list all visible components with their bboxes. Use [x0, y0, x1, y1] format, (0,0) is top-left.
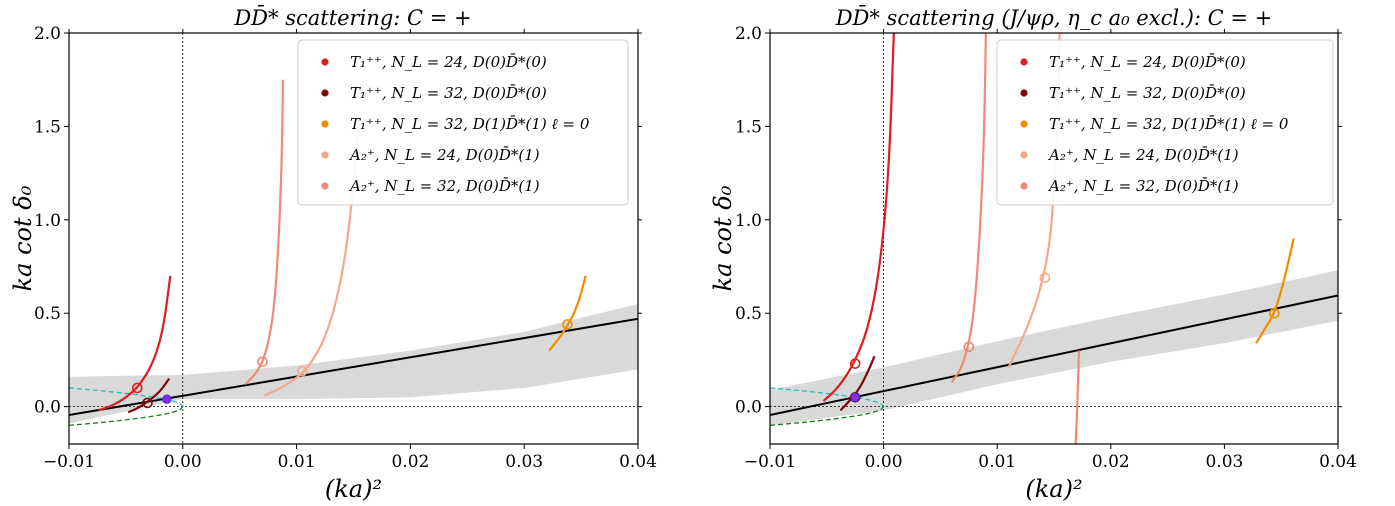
- series-curve-3: [264, 126, 360, 397]
- y-tick-label: 0.5: [34, 304, 61, 324]
- legend-entry-4: A₂⁺, N_L = 32, D(0)D̄*(1): [1047, 177, 1239, 195]
- threshold-curve-lower: [770, 406, 885, 426]
- x-tick-label: 0.03: [1205, 452, 1243, 472]
- series-marker-0: [131, 382, 143, 394]
- series-marker-4: [257, 356, 268, 368]
- series-curve-extra: [1074, 350, 1081, 444]
- series-curve-2: [548, 275, 587, 352]
- legend-swatch-2: [321, 120, 329, 128]
- x-tick-label: 0.03: [505, 452, 543, 472]
- legend-swatch-0: [321, 58, 329, 66]
- legend-swatch-4: [321, 182, 329, 190]
- legend-entry-4: A₂⁺, N_L = 32, D(0)D̄*(1): [348, 177, 540, 195]
- plot-frame: [769, 32, 1339, 445]
- chart-title: DD̄* scattering: C = +: [233, 5, 471, 30]
- legend-swatch-3: [321, 151, 329, 159]
- x-tick-label: 0.02: [1092, 452, 1130, 472]
- series-curve-0: [98, 275, 172, 412]
- y-tick-label: 1.0: [34, 211, 61, 231]
- legend: T₁⁺⁺, N_L = 24, D(0)D̄*(0) T₁⁺⁺, N_L = 32…: [996, 39, 1334, 206]
- pole-point: [162, 394, 172, 404]
- legend-entry-0: T₁⁺⁺, N_L = 24, D(0)D̄*(0): [350, 53, 547, 71]
- chart-right: −0.01 0.00 0.01 0.02 0.03 0.04 0.0 0.5 1.0 1.5 2.0…: [709, 5, 1357, 503]
- threshold-curve-upper: [770, 387, 885, 408]
- series-curve-2: [1255, 238, 1295, 344]
- chart-left: −0.01 0.00 0.01 0.02 0.03 0.04 0.0 0.5 1.0 1.5 2.0…: [9, 5, 657, 503]
- x-tick-label: 0.04: [619, 452, 657, 472]
- legend-swatch-1: [1020, 89, 1028, 97]
- legend-entry-1: T₁⁺⁺, N_L = 32, D(0)D̄*(0): [350, 84, 547, 102]
- x-tick-label: −0.01: [744, 452, 796, 472]
- error-band: [770, 270, 1338, 426]
- legend-entry-2: T₁⁺⁺, N_L = 32, D(1)D̄*(1) ℓ = 0: [1049, 115, 1289, 133]
- x-tick-label: 0.01: [278, 452, 316, 472]
- legend-entry-0: T₁⁺⁺, N_L = 24, D(0)D̄*(0): [1049, 53, 1246, 71]
- legend-entry-2: T₁⁺⁺, N_L = 32, D(1)D̄*(1) ℓ = 0: [350, 115, 590, 133]
- x-tick-label: 0.00: [865, 452, 903, 472]
- plot-frame: [68, 32, 639, 445]
- chart-panel-right: −0.01 0.00 0.01 0.02 0.03 0.04 0.0 0.5 1.0 1.5 2.0…: [700, 0, 1395, 506]
- y-axis-label: ka cot δ₀: [9, 185, 37, 291]
- error-band: [69, 303, 638, 424]
- x-tick-label: 0.01: [978, 452, 1016, 472]
- series-curve-0: [822, 33, 895, 402]
- series-marker-0: [849, 358, 861, 369]
- legend-swatch-0: [1020, 58, 1028, 66]
- y-tick-label: 2.0: [34, 24, 61, 44]
- legend-entry-1: T₁⁺⁺, N_L = 32, D(0)D̄*(0): [1049, 84, 1246, 102]
- chart-panel-left: −0.01 0.00 0.01 0.02 0.03 0.04 0.0 0.5 1.0 1.5 2.0…: [9, 5, 657, 503]
- series-marker-2: [1269, 307, 1280, 319]
- legend-swatch-2: [1020, 120, 1028, 128]
- threshold-curve-upper: [69, 387, 184, 408]
- legend-swatch-4: [1020, 182, 1028, 190]
- x-axis-label: (ka)²: [325, 475, 382, 503]
- y-tick-label: 0.0: [735, 398, 762, 418]
- legend-swatch-1: [321, 89, 329, 97]
- series-marker-3: [296, 365, 308, 377]
- legend-entry-3: A₂⁺, N_L = 24, D(0)D̄*(1): [1047, 146, 1239, 164]
- y-tick-label: 2.0: [735, 24, 762, 44]
- y-axis-label: ka cot δ₀: [709, 185, 737, 291]
- legend-swatch-3: [1020, 151, 1028, 159]
- series-curve-4: [244, 79, 285, 386]
- y-tick-label: 0.5: [735, 304, 762, 324]
- series-marker-3: [1039, 272, 1051, 284]
- x-tick-label: 0.04: [1319, 452, 1357, 472]
- threshold-curve-lower: [69, 406, 184, 426]
- x-axis-label: (ka)²: [1025, 475, 1082, 503]
- pole-point: [850, 392, 860, 402]
- series-marker-2: [562, 319, 573, 330]
- y-tick-label: 1.5: [34, 117, 61, 137]
- legend-box: [297, 39, 629, 206]
- plot-area: [69, 33, 638, 444]
- y-tick-label: 1.0: [735, 211, 762, 231]
- x-tick-label: 0.00: [164, 452, 202, 472]
- chart-title: DD̄* scattering (J/ψρ, η_c a₀ excl.): C …: [835, 5, 1273, 30]
- y-tick-label: 0.0: [34, 398, 61, 418]
- series-marker-4: [963, 341, 975, 353]
- legend-box: [996, 39, 1334, 206]
- fit-line: [770, 294, 1338, 417]
- legend: T₁⁺⁺, N_L = 24, D(0)D̄*(0) T₁⁺⁺, N_L = 32…: [297, 39, 629, 206]
- y-tick-label: 1.5: [735, 117, 762, 137]
- legend-entry-3: A₂⁺, N_L = 24, D(0)D̄*(1): [348, 146, 540, 164]
- series-curve-4: [950, 33, 987, 383]
- x-tick-label: −0.01: [43, 452, 95, 472]
- x-tick-label: 0.02: [391, 452, 429, 472]
- series-marker-1: [142, 397, 153, 409]
